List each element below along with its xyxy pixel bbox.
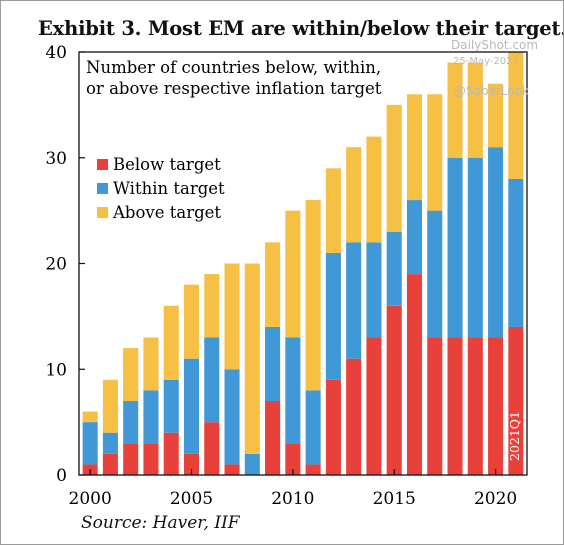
- y-tick-label-20: 20: [45, 255, 67, 275]
- bar-above-target-2002: [123, 348, 139, 401]
- bar-below-target-2015: [386, 305, 402, 475]
- watermark-handle: @SoberLook: [454, 84, 529, 98]
- bar-above-target-2006: [204, 274, 220, 338]
- annotation-line-1: Number of countries below, within,: [86, 58, 381, 77]
- bar-below-target-2013: [346, 358, 362, 475]
- bar-below-target-2004: [163, 432, 179, 475]
- annotation-line-2: or above respective inflation target: [86, 79, 382, 98]
- bar-within-target-2003: [143, 390, 159, 444]
- bar-within-target-2005: [183, 358, 200, 454]
- bar-above-target-2000: [82, 411, 98, 423]
- bar-above-target-2010: [285, 210, 301, 338]
- bar-within-target-2017: [427, 210, 443, 338]
- bar-within-target-2013: [346, 242, 362, 359]
- bar-above-target-2021: [508, 52, 524, 179]
- bar-below-target-2014: [366, 337, 382, 475]
- bar-above-target-2013: [346, 147, 362, 243]
- bar-below-target-2005: [183, 453, 200, 475]
- bar-within-target-2008: [244, 453, 260, 475]
- bar-above-target-2009: [265, 242, 281, 327]
- legend-label-above-target: Above target: [112, 203, 221, 222]
- y-tick-label-40: 40: [45, 43, 67, 63]
- bar-below-target-2021: [508, 326, 524, 475]
- bar-within-target-2012: [325, 252, 341, 380]
- x-tick-label-2020: 2020: [474, 489, 517, 509]
- watermark-date: 25-May-2021: [453, 56, 519, 67]
- bar-above-target-2004: [163, 305, 179, 380]
- bar-within-target-2002: [123, 400, 139, 444]
- bar-below-target-2016: [406, 274, 423, 475]
- bar-above-target-2011: [305, 200, 321, 391]
- bar-below-target-2019: [467, 337, 483, 475]
- legend-swatch-below-target: [97, 159, 108, 170]
- bar-within-target-2016: [406, 200, 423, 275]
- bar-below-target-2007: [224, 464, 240, 475]
- chart-title: Exhibit 3. Most EM are within/below thei…: [38, 17, 564, 40]
- bar-below-target-2009: [265, 400, 281, 475]
- bar-above-target-2014: [366, 136, 382, 243]
- x-tick-label-2015: 2015: [373, 489, 416, 509]
- x-tick-label-2000: 2000: [69, 489, 112, 509]
- bar-above-target-2012: [325, 168, 341, 253]
- y-tick-label-10: 10: [45, 360, 67, 380]
- legend-label-below-target: Below target: [113, 155, 221, 174]
- bar-below-target-2011: [305, 464, 321, 475]
- bar-within-target-2011: [305, 390, 321, 465]
- bar-within-target-2014: [366, 242, 382, 338]
- x-tick-label-2010: 2010: [271, 489, 314, 509]
- bar-below-target-2018: [447, 337, 463, 475]
- bar-above-target-2003: [143, 337, 159, 391]
- bar-above-target-2018: [447, 62, 463, 158]
- bar-within-target-2009: [265, 326, 281, 401]
- bar-above-target-2007: [224, 263, 240, 370]
- bar-within-target-2021: [508, 178, 524, 327]
- y-tick-label-30: 30: [45, 149, 67, 169]
- legend-swatch-within-target: [97, 183, 108, 194]
- legend-label-within-target: Within target: [113, 179, 225, 198]
- bar-below-target-2001: [102, 453, 118, 475]
- y-tick-label-0: 0: [56, 466, 67, 486]
- bar-below-target-2006: [204, 422, 220, 475]
- bar-above-target-2015: [386, 104, 402, 232]
- bar-below-target-2010: [285, 443, 301, 475]
- bar-above-target-2016: [406, 94, 423, 201]
- bar-above-target-2005: [183, 284, 200, 359]
- bar-within-target-2020: [488, 147, 504, 338]
- bar-within-target-2006: [204, 337, 220, 423]
- bar-below-target-2003: [143, 443, 159, 475]
- source-note: Source: Haver, IIF: [81, 513, 240, 533]
- end-period-label: 2021Q1: [507, 411, 522, 461]
- bar-below-target-2002: [123, 443, 139, 475]
- bar-above-target-2017: [427, 94, 443, 211]
- bar-within-target-2000: [82, 422, 98, 465]
- bar-above-target-2020: [488, 83, 504, 148]
- bar-below-target-2017: [427, 337, 443, 475]
- bar-within-target-2010: [285, 337, 301, 444]
- bar-below-target-2020: [488, 337, 504, 475]
- bar-within-target-2019: [467, 157, 483, 338]
- bar-below-target-2012: [325, 379, 341, 475]
- bar-within-target-2018: [447, 157, 463, 338]
- x-tick-label-2005: 2005: [170, 489, 213, 509]
- bar-within-target-2004: [163, 379, 179, 433]
- bar-within-target-2007: [224, 369, 240, 465]
- bar-within-target-2015: [386, 231, 402, 306]
- watermark-site: DailyShot.com: [451, 38, 539, 52]
- bar-within-target-2001: [102, 432, 118, 454]
- bar-above-target-2001: [102, 379, 118, 433]
- bar-above-target-2019: [467, 62, 483, 158]
- bar-above-target-2008: [244, 263, 260, 454]
- legend-swatch-above-target: [97, 207, 108, 218]
